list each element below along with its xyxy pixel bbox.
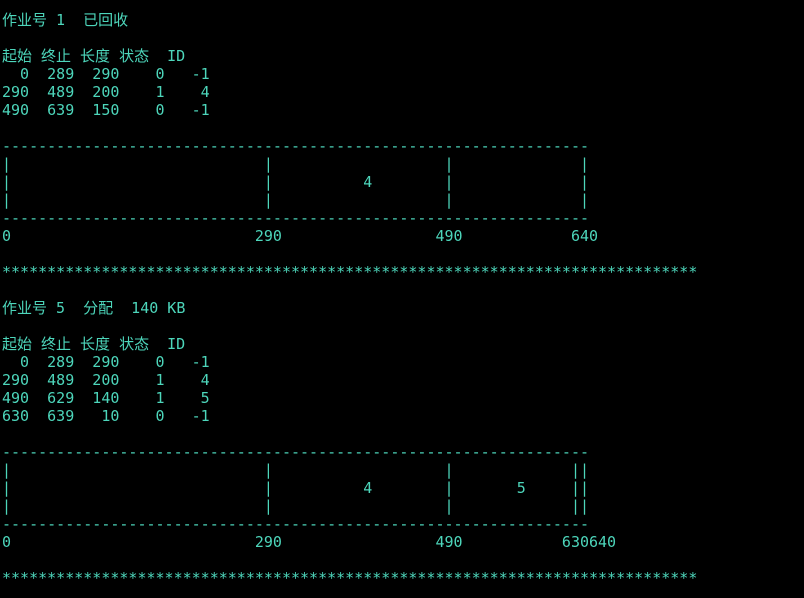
separator-line: ****************************************…	[2, 263, 698, 281]
job-event-title: 作业号 1 已回收	[2, 11, 129, 29]
job-event-section-1: 作业号 1 已回收 起始 终止 长度 状态 ID 0 289 290 0 -1 …	[2, 11, 804, 281]
memory-map: ----------------------------------------…	[2, 443, 617, 551]
job-event-title: 作业号 5 分配 140 KB	[2, 299, 186, 317]
partition-table: 起始 终止 长度 状态 ID 0 289 290 0 -1 290 489 20…	[2, 47, 210, 119]
memory-map: ----------------------------------------…	[2, 137, 599, 245]
partition-table: 起始 终止 长度 状态 ID 0 289 290 0 -1 290 489 20…	[2, 335, 210, 425]
job-event-section-2: 作业号 5 分配 140 KB 起始 终止 长度 状态 ID 0 289 290…	[2, 299, 804, 587]
separator-line: ****************************************…	[2, 569, 698, 587]
